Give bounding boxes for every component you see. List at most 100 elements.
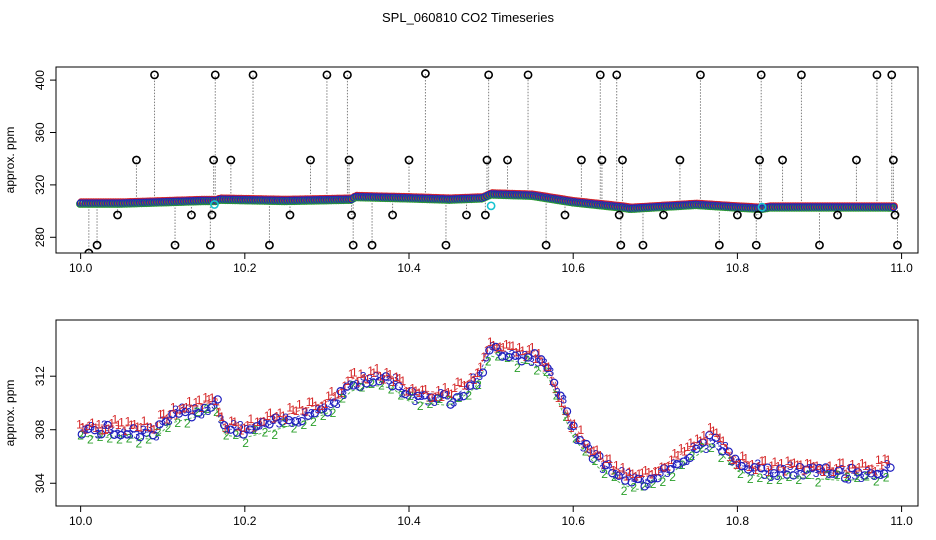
outlier-point [207,210,217,220]
series-1-point: 1 [791,456,798,470]
series-1-point: 1 [662,460,669,474]
series-3-point [886,463,895,472]
outlier-point [675,155,685,165]
series-3-point [731,454,740,464]
series-2-point: 2 [592,454,599,468]
series-3-point [388,382,397,391]
series-1-point: 1 [296,398,303,412]
series-3-point [129,424,138,433]
series-2-point: 2 [883,470,890,484]
panel-top-co2-full: approx. ppm 10.0 10.2 10.4 10.6 10.8 11.0 280 3… [3,66,919,275]
series-1-point: 1 [755,459,762,473]
series-3-point: 3 [373,370,380,384]
series-1-point: 1 [400,374,407,388]
outlier-point [523,70,533,80]
series-1-point: 1 [322,397,329,411]
series-1-point: 1 [752,463,759,477]
series-3-point [426,393,436,402]
series-1-point: 1 [610,464,617,478]
series-2-point: 2 [533,363,540,377]
outlier-point [612,70,622,80]
series-3-point: 3 [250,423,257,437]
series-1-point: 1 [616,467,623,481]
outlier-point [347,210,356,220]
outlier-point [462,210,471,220]
series-3-point: 3 [198,408,205,422]
series-1-point: 1 [687,436,694,450]
series-2-point: 2 [398,389,405,403]
series-3-point [536,355,546,364]
series-3-point: 3 [405,388,412,402]
series-2-point: 2 [504,351,511,365]
series-3-point: 3 [554,385,561,399]
series-3-point: 3 [547,365,554,379]
series-3-point [310,409,319,418]
series-1-point: 1 [209,391,216,405]
series-1-point: 1 [383,366,390,380]
series-2-point: 2 [475,378,482,392]
series-2-point: 2 [611,470,618,484]
series-2-point: 2 [795,473,802,487]
series-3-point [556,391,565,400]
outlier-point [113,210,122,220]
series-1-point: 1 [694,432,701,446]
series-1-point: 1 [700,428,707,442]
series-2-point: 2 [116,433,123,447]
series-1-point: 1 [506,339,513,353]
series-1-point: 1 [231,415,238,429]
series-3-point: 3 [793,466,800,480]
series-3-point: 3 [386,373,393,387]
series-1-point: 1 [176,402,183,416]
series-1-point: 1 [548,374,555,388]
series-3-point [362,379,371,388]
series-1-point: 1 [830,465,837,479]
series-1-point: 1 [270,412,277,426]
outlier-point [480,210,490,220]
series-3-point: 3 [108,423,115,437]
series-1-point: 1 [642,463,649,477]
series-3-point [213,395,222,404]
series-1-point: 1 [474,366,481,380]
series-2-point: 2 [349,378,356,392]
series-2-point: 2 [844,470,851,484]
series-3-point: 3 [231,417,238,431]
series-1-point: 1 [131,417,138,431]
outlier-point [753,210,763,220]
outlier-point [597,155,607,165]
series-1-point: 1 [377,369,384,383]
series-3-point: 3 [839,463,846,477]
series-1-point: 1 [167,407,174,421]
series-2-point: 2 [184,417,191,431]
series-2-point: 2 [456,391,463,405]
series-1-point: 1 [555,391,562,405]
series-2-point: 2 [669,470,676,484]
series-3-point [646,474,656,484]
series-2-point: 2 [436,392,443,406]
series-1-point: 1 [619,461,626,475]
series-2-point: 2 [630,481,637,495]
series-2-point: 2 [786,470,793,484]
series-1-point: 1 [736,457,743,471]
series-1-point: 1 [639,466,646,480]
series-1-point: 1 [862,459,869,473]
series-1-point: 1 [458,376,465,390]
series-3-point: 3 [483,351,490,365]
series-2-point: 2 [582,444,589,458]
series-2-point: 2 [718,451,725,465]
series-2-point: 2 [417,399,424,413]
x-tick-label: 10.2 [233,261,257,275]
series-3-point: 3 [237,419,244,433]
series-1-point: 1 [189,403,196,417]
series-1-point: 1 [765,465,772,479]
series-1-point: 1 [603,452,610,466]
series-2-point: 2 [281,416,288,430]
series-1-point: 1 [658,460,665,474]
series-3-point: 3 [580,440,587,454]
series-3-point: 3 [185,402,192,416]
series-2-point: 2 [368,377,375,391]
series-3-point: 3 [748,465,755,479]
series-2-point: 2 [485,355,492,369]
series-3-point: 3 [819,465,826,479]
series-1-point: 1 [99,424,106,438]
series-1-point: 1 [273,409,280,423]
